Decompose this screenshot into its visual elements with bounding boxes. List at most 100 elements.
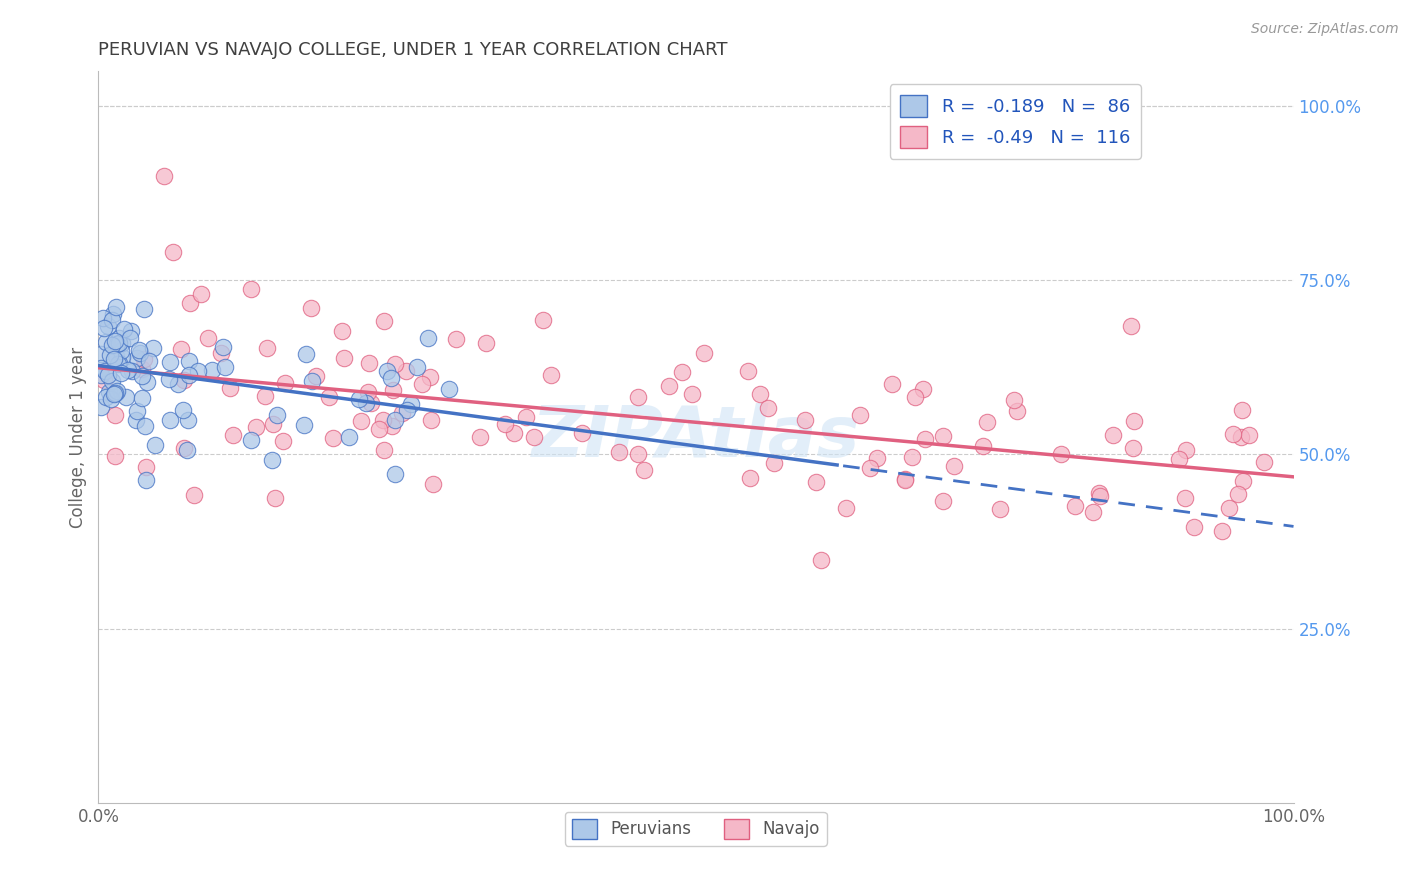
Point bbox=[117, 363, 139, 377]
Point bbox=[131, 391, 153, 405]
Point bbox=[1121, 318, 1143, 333]
Point bbox=[671, 365, 693, 379]
Point bbox=[988, 502, 1011, 516]
Point bbox=[274, 376, 297, 391]
Point bbox=[693, 345, 716, 359]
Point bbox=[357, 385, 380, 400]
Point bbox=[219, 381, 242, 395]
Point bbox=[406, 360, 429, 375]
Point bbox=[411, 376, 433, 391]
Point bbox=[256, 341, 278, 355]
Point bbox=[93, 373, 115, 387]
Point bbox=[347, 392, 370, 406]
Point bbox=[101, 374, 124, 388]
Point bbox=[104, 349, 127, 363]
Point bbox=[162, 244, 184, 259]
Point bbox=[932, 429, 955, 443]
Point bbox=[1222, 427, 1244, 442]
Point bbox=[494, 417, 516, 432]
Point bbox=[138, 353, 160, 368]
Point bbox=[105, 384, 128, 399]
Point bbox=[211, 340, 233, 354]
Point bbox=[177, 368, 200, 382]
Point bbox=[515, 409, 537, 424]
Point bbox=[177, 354, 200, 368]
Point bbox=[110, 367, 132, 381]
Point bbox=[90, 360, 112, 375]
Point bbox=[943, 459, 966, 474]
Point bbox=[763, 457, 786, 471]
Point bbox=[197, 330, 219, 344]
Point bbox=[239, 433, 262, 447]
Point bbox=[375, 364, 398, 378]
Point bbox=[893, 472, 915, 486]
Point bbox=[209, 345, 232, 359]
Point bbox=[107, 335, 129, 350]
Point bbox=[1081, 506, 1104, 520]
Point bbox=[173, 441, 195, 455]
Point bbox=[1253, 454, 1275, 468]
Point bbox=[135, 460, 157, 475]
Point bbox=[157, 372, 180, 386]
Point bbox=[131, 362, 153, 376]
Point bbox=[1050, 447, 1073, 461]
Point bbox=[904, 390, 927, 404]
Point bbox=[135, 473, 157, 487]
Point bbox=[420, 412, 443, 426]
Point bbox=[90, 400, 112, 414]
Point bbox=[253, 389, 276, 403]
Point bbox=[104, 408, 127, 422]
Point bbox=[134, 419, 156, 434]
Point bbox=[531, 312, 554, 326]
Point bbox=[373, 442, 395, 457]
Point bbox=[318, 390, 340, 404]
Point bbox=[97, 368, 120, 382]
Point bbox=[105, 336, 128, 351]
Point bbox=[810, 553, 832, 567]
Point bbox=[322, 431, 344, 445]
Y-axis label: College, Under 1 year: College, Under 1 year bbox=[69, 346, 87, 528]
Point bbox=[1218, 500, 1240, 515]
Point bbox=[360, 396, 382, 410]
Point bbox=[125, 412, 148, 426]
Point bbox=[104, 449, 127, 463]
Text: Source: ZipAtlas.com: Source: ZipAtlas.com bbox=[1251, 22, 1399, 37]
Point bbox=[627, 447, 650, 461]
Point bbox=[1102, 428, 1125, 442]
Point bbox=[835, 500, 858, 515]
Point bbox=[502, 426, 524, 441]
Point bbox=[1002, 393, 1025, 408]
Point bbox=[380, 371, 402, 385]
Point bbox=[738, 470, 761, 484]
Point bbox=[112, 322, 135, 336]
Point bbox=[1184, 519, 1206, 533]
Point bbox=[437, 382, 460, 396]
Point bbox=[179, 295, 201, 310]
Point bbox=[131, 368, 153, 383]
Point bbox=[356, 395, 378, 409]
Point bbox=[245, 420, 267, 434]
Point bbox=[382, 383, 405, 397]
Point bbox=[371, 413, 394, 427]
Point bbox=[396, 403, 419, 417]
Point bbox=[101, 307, 124, 321]
Point bbox=[391, 406, 413, 420]
Point bbox=[183, 488, 205, 502]
Point bbox=[422, 477, 444, 491]
Point bbox=[98, 348, 121, 362]
Point bbox=[1088, 489, 1111, 503]
Point bbox=[848, 408, 870, 422]
Point bbox=[105, 300, 128, 314]
Point bbox=[914, 432, 936, 446]
Point bbox=[134, 352, 156, 367]
Point bbox=[1168, 452, 1191, 467]
Point bbox=[97, 319, 120, 334]
Point bbox=[173, 373, 195, 387]
Point bbox=[1174, 491, 1197, 505]
Point bbox=[177, 412, 200, 426]
Point bbox=[187, 364, 209, 378]
Point bbox=[125, 351, 148, 366]
Point bbox=[101, 337, 124, 351]
Point bbox=[333, 351, 356, 365]
Point bbox=[266, 408, 288, 422]
